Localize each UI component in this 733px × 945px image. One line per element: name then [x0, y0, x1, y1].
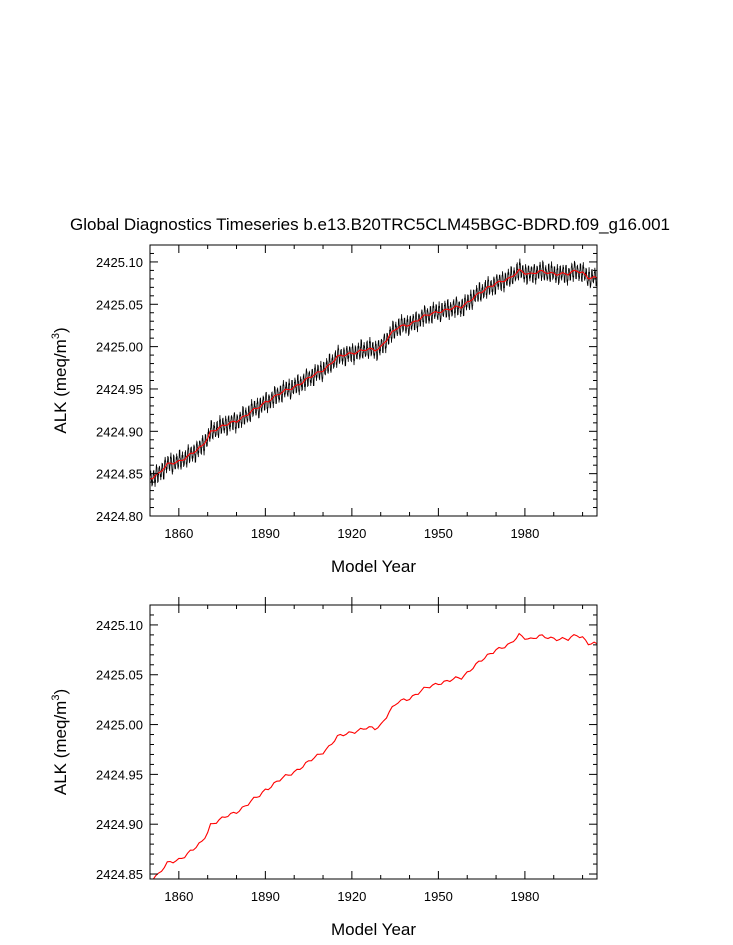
series-annual-line — [152, 632, 597, 879]
top-panel: 1860 1890 1920 1950 1980 2424.80 2424.85 2424.9… — [50, 244, 598, 576]
y-axis-label-main: ALK (meq/m — [51, 339, 70, 433]
x-tick-label: 1980 — [510, 526, 539, 541]
x-axis-label: Model Year — [331, 557, 416, 576]
y-tick-label: 2424.85 — [96, 467, 143, 482]
y-axis-label: ALK (meq/m3) — [50, 327, 70, 433]
y-axis-label-close: ) — [51, 689, 70, 695]
y-axis-label: ALK (meq/m3) — [50, 689, 70, 795]
y-tick-label: 2425.10 — [96, 255, 143, 270]
y-axis-label-sup: 3 — [50, 695, 62, 701]
x-tick-label: 1890 — [251, 889, 280, 904]
series-monthly-line — [150, 258, 597, 487]
x-tick-label: 1950 — [424, 889, 453, 904]
plot-frame — [149, 244, 598, 517]
y-tick-label: 2424.80 — [96, 509, 143, 524]
series-annual-line — [150, 268, 597, 480]
y-axis-label-sup: 3 — [50, 333, 62, 339]
y-tick-label: 2424.90 — [96, 424, 143, 439]
y-tick-label: 2425.10 — [96, 618, 143, 633]
y-tick-label: 2424.95 — [96, 767, 143, 782]
y-tick-label: 2424.95 — [96, 382, 143, 397]
y-axis-label-close: ) — [51, 327, 70, 333]
y-tick-label: 2425.05 — [96, 297, 143, 312]
x-tick-label: 1920 — [337, 889, 366, 904]
y-tick-label: 2425.00 — [96, 718, 143, 733]
y-tick-label: 2425.05 — [96, 668, 143, 683]
bottom-panel: 1860 1890 1920 1950 1980 2424.85 2424.90 2424.9… — [50, 597, 598, 939]
x-tick-label: 1860 — [164, 889, 193, 904]
y-axis-label-main: ALK (meq/m — [51, 701, 70, 795]
x-tick-label: 1860 — [164, 526, 193, 541]
y-tick-label: 2425.00 — [96, 340, 143, 355]
y-tick-label: 2424.90 — [96, 817, 143, 832]
figure-title: Global Diagnostics Timeseries b.e13.B20T… — [70, 215, 670, 234]
x-tick-label: 1950 — [424, 526, 453, 541]
x-axis-label: Model Year — [331, 920, 416, 939]
x-tick-label: 1980 — [510, 889, 539, 904]
y-tick-label: 2424.85 — [96, 867, 143, 882]
x-tick-label: 1890 — [251, 526, 280, 541]
x-tick-label: 1920 — [337, 526, 366, 541]
plot-frame — [149, 604, 598, 880]
